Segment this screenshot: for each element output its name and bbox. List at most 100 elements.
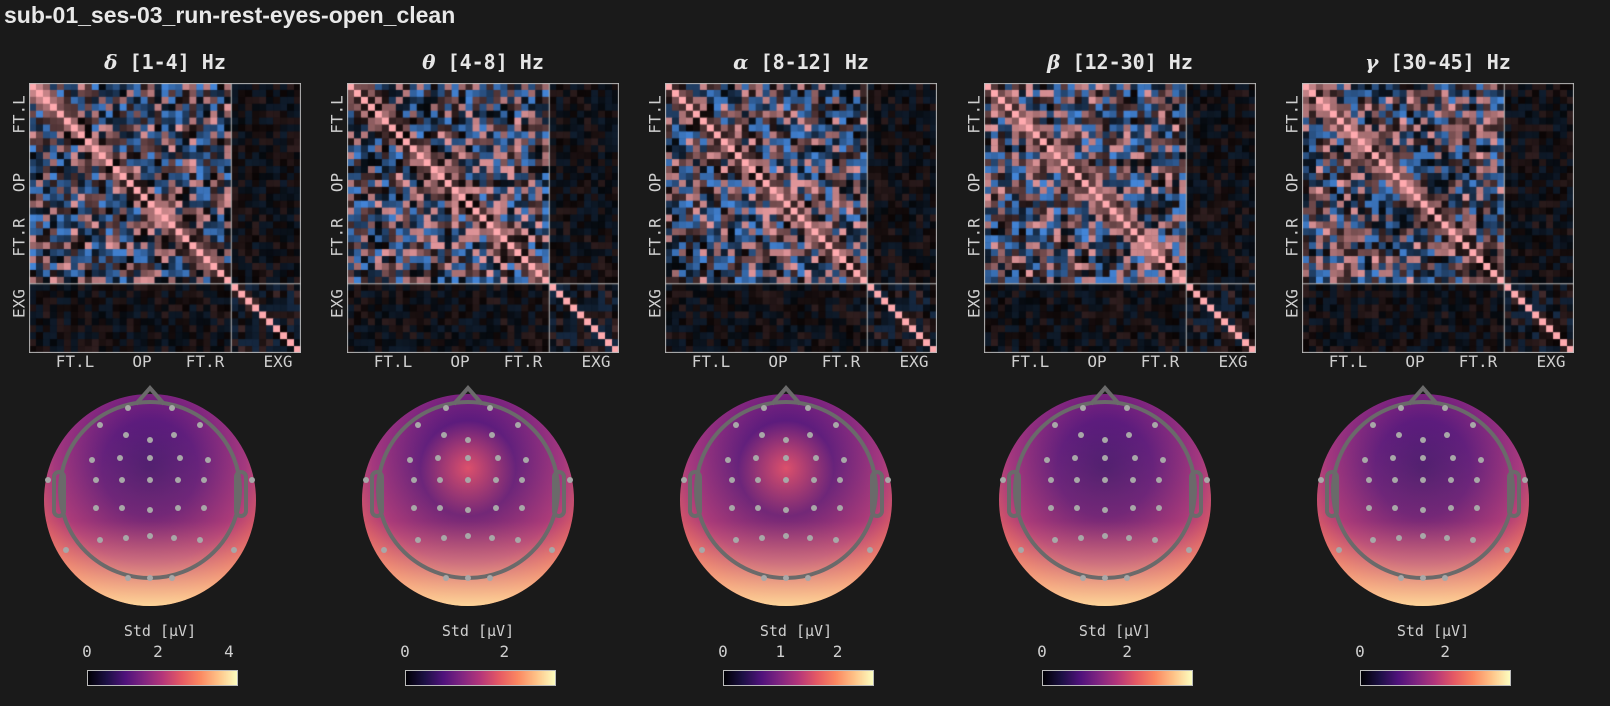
- electrode-marker: [867, 547, 873, 553]
- electrode-marker: [1398, 405, 1404, 411]
- electrode-marker: [1522, 477, 1528, 483]
- electrode-marker: [147, 455, 153, 461]
- ear-icon: [234, 470, 248, 518]
- electrode-marker: [753, 455, 759, 461]
- electrode-marker: [93, 505, 99, 511]
- y-tick-label: FT.L: [964, 95, 984, 134]
- electrode-marker: [1450, 455, 1456, 461]
- electrode-marker: [761, 575, 767, 581]
- colorbar-tick-label: 1: [775, 642, 786, 661]
- electrode-marker: [1052, 537, 1058, 543]
- colorbar-tick-label: 0: [1037, 642, 1047, 661]
- electrode-marker: [1080, 405, 1086, 411]
- ear-icon: [1007, 470, 1021, 518]
- ear-icon: [1325, 470, 1339, 518]
- y-tick-label: FT.R: [1282, 218, 1302, 257]
- x-tick-label: FT.R: [1140, 352, 1180, 371]
- electrode-marker: [1102, 477, 1108, 483]
- electrode-marker: [415, 422, 421, 428]
- electrode-marker: [1366, 477, 1372, 483]
- electrode-marker: [1102, 575, 1108, 581]
- electrode-marker: [549, 547, 555, 553]
- electrode-marker: [465, 455, 471, 461]
- electrode-marker: [1370, 537, 1376, 543]
- x-tick-label: FT.L: [1328, 352, 1368, 371]
- electrode-marker: [1448, 505, 1454, 511]
- electrode-marker: [681, 477, 687, 483]
- y-tick-label: EXG: [964, 289, 984, 318]
- electrode-marker: [465, 575, 471, 581]
- connectivity-matrix: [665, 83, 937, 353]
- colorbar-tick-label: 2: [1440, 642, 1450, 661]
- electrode-marker: [1124, 405, 1130, 411]
- electrode-marker: [125, 575, 131, 581]
- electrode-marker: [89, 457, 95, 463]
- colorbar: [405, 670, 556, 686]
- electrode-marker: [807, 432, 813, 438]
- electrode-marker: [63, 547, 69, 553]
- colorbar-label: Std [μV]: [441, 622, 515, 640]
- electrode-marker: [1102, 507, 1108, 513]
- electrode-marker: [441, 535, 447, 541]
- electrode-marker: [117, 455, 123, 461]
- electrode-marker: [759, 535, 765, 541]
- colorbar-tick-label: 0: [400, 642, 410, 661]
- electrode-marker: [1078, 535, 1084, 541]
- electrode-marker: [407, 457, 413, 463]
- electrode-marker: [1420, 575, 1426, 581]
- colorbar-label: Std [μV]: [759, 622, 833, 640]
- x-tick-label: OP: [450, 352, 470, 371]
- x-tick-label: EXG: [899, 352, 929, 371]
- electrode-marker: [1052, 422, 1058, 428]
- electrode-marker: [1126, 432, 1132, 438]
- connectivity-matrix: [984, 83, 1256, 353]
- electrode-marker: [783, 477, 789, 483]
- y-tick-label: FT.R: [9, 218, 29, 257]
- electrode-marker: [441, 432, 447, 438]
- electrode-marker: [45, 477, 51, 483]
- electrode-marker: [519, 505, 525, 511]
- colorbar-tick-label: 0: [1355, 642, 1365, 661]
- electrode-marker: [123, 432, 129, 438]
- colorbar: [87, 670, 238, 686]
- y-tick-label: OP: [964, 172, 984, 193]
- electrode-marker: [885, 477, 891, 483]
- electrode-marker: [1448, 477, 1454, 483]
- electrode-marker: [119, 505, 125, 511]
- electrode-marker: [699, 547, 705, 553]
- connectivity-matrix: [29, 83, 301, 353]
- y-tick-label: FT.R: [645, 218, 665, 257]
- electrode-marker: [1186, 547, 1192, 553]
- electrode-marker: [411, 505, 417, 511]
- x-tick-label: FT.R: [185, 352, 225, 371]
- colorbar-label: Std [μV]: [1396, 622, 1470, 640]
- nose-icon: [1407, 384, 1439, 406]
- x-tick-label: FT.L: [1010, 352, 1050, 371]
- electrode-marker: [493, 505, 499, 511]
- electrode-marker: [381, 547, 387, 553]
- electrode-marker: [175, 505, 181, 511]
- electrode-marker: [169, 405, 175, 411]
- electrode-marker: [1478, 457, 1484, 463]
- electrode-marker: [837, 505, 843, 511]
- nose-icon: [770, 384, 802, 406]
- electrode-marker: [1392, 477, 1398, 483]
- colorbar-tick-label: 2: [832, 642, 843, 661]
- electrode-marker: [1160, 457, 1166, 463]
- colorbar: [1042, 670, 1193, 686]
- electrode-marker: [1048, 505, 1054, 511]
- y-tick-label: EXG: [327, 289, 347, 318]
- ear-icon: [370, 470, 384, 518]
- electrode-marker: [729, 477, 735, 483]
- connectivity-matrix: [347, 83, 619, 353]
- electrode-marker: [1442, 405, 1448, 411]
- electrode-marker: [755, 505, 761, 511]
- x-tick-label: FT.R: [821, 352, 861, 371]
- electrode-marker: [197, 537, 203, 543]
- x-tick-label: EXG: [1218, 352, 1248, 371]
- band-panel: β [12-30] Hz FT.L OP FT.R EXG FT.L OP FT.R EXG …: [955, 0, 1273, 706]
- ear-icon: [1507, 470, 1521, 518]
- electrode-marker: [515, 537, 521, 543]
- colorbar-tick-label: 0: [82, 642, 92, 661]
- y-tick-label: OP: [327, 172, 347, 193]
